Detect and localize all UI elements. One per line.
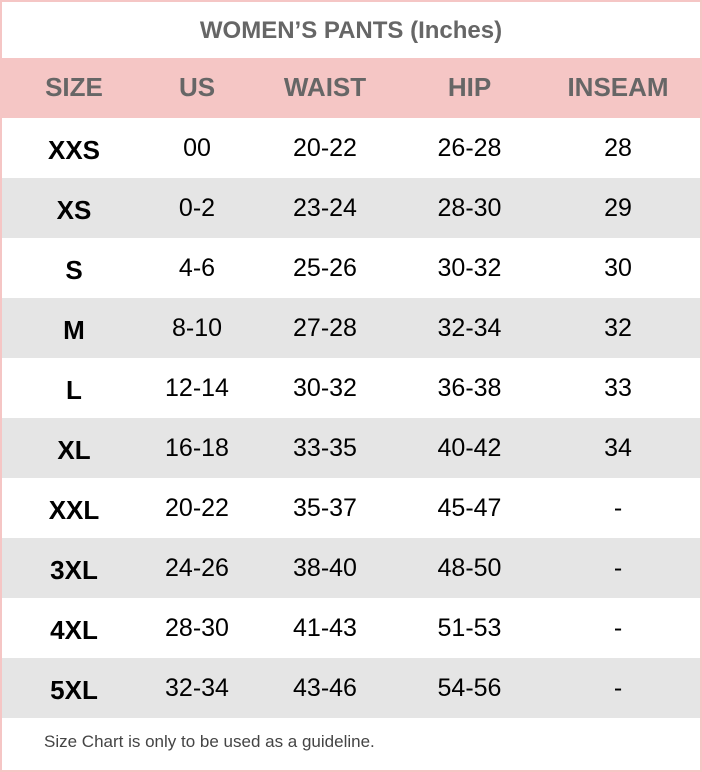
cell-us: 28-30 [165,614,229,642]
header-us: US [178,72,216,102]
cell-waist: 38-40 [293,554,357,582]
cell-us: 8-10 [171,314,223,342]
cell-hip: 32-34 [437,314,502,342]
cell-size: S [65,255,83,285]
header-inseam: INSEAM [567,72,669,102]
cell-inseam: - [613,554,623,582]
cell-inseam: - [613,674,623,702]
cell-size: M [63,315,85,345]
table-row: S 4-6 25-26 30-32 30 [2,238,700,298]
cell-size: XS [56,195,92,225]
cell-inseam: 32 [604,314,632,342]
chart-title: WOMEN’S PANTS (Inches) [199,17,503,44]
cell-waist: 25-26 [293,254,357,282]
cell-hip: 54-56 [437,674,502,702]
cell-waist: 23-24 [293,194,357,222]
table-row: XXL 20-22 35-37 45-47 - [2,478,700,538]
header-row: SIZE US WAIST HIP INSEAM [2,58,700,118]
cell-inseam: - [613,614,623,642]
cell-size: XXS [47,135,101,165]
cell-size: L [66,375,82,405]
header-size: SIZE [45,72,103,102]
table-row: M 8-10 27-28 32-34 32 [2,298,700,358]
cell-inseam: 33 [604,374,632,402]
cell-hip: 30-32 [437,254,502,282]
cell-size: 5XL [50,675,98,705]
table-row: L 12-14 30-32 36-38 33 [2,358,700,418]
cell-size: XXL [48,495,100,525]
table-row: 4XL 28-30 41-43 51-53 - [2,598,700,658]
cell-waist: 43-46 [293,674,357,702]
footer-note: Size Chart is only to be used as a guide… [44,732,375,751]
table-row: XS 0-2 23-24 28-30 29 [2,178,700,238]
cell-us: 0-2 [178,194,216,222]
cell-us: 16-18 [165,434,229,462]
cell-us: 20-22 [165,494,229,522]
cell-inseam: 29 [604,194,632,222]
cell-us: 00 [183,134,211,162]
cell-hip: 45-47 [437,494,502,522]
header-hip: HIP [447,72,492,102]
cell-inseam: 30 [604,254,632,282]
cell-hip: 36-38 [437,374,502,402]
cell-hip: 28-30 [437,194,502,222]
cell-hip: 40-42 [437,434,502,462]
cell-inseam: 34 [604,434,632,462]
cell-hip: 48-50 [437,554,502,582]
header-waist: WAIST [283,72,367,102]
cell-size: 4XL [50,615,98,645]
cell-us: 24-26 [165,554,229,582]
cell-hip: 51-53 [437,614,502,642]
cell-us: 12-14 [165,374,229,402]
table-row: 3XL 24-26 38-40 48-50 - [2,538,700,598]
cell-size: 3XL [50,555,98,585]
cell-hip: 26-28 [437,134,502,162]
cell-waist: 27-28 [293,314,357,342]
cell-inseam: - [613,494,623,522]
table-row: XXS 00 20-22 26-28 28 [2,118,700,178]
cell-waist: 33-35 [293,434,357,462]
table-row: 5XL 32-34 43-46 54-56 - [2,658,700,718]
table-row: XL 16-18 33-35 40-42 34 [2,418,700,478]
cell-waist: 20-22 [293,134,357,162]
cell-waist: 35-37 [293,494,357,522]
cell-us: 32-34 [165,674,229,702]
cell-waist: 30-32 [293,374,357,402]
cell-inseam: 28 [604,134,632,162]
cell-waist: 41-43 [293,614,357,642]
cell-us: 4-6 [178,254,216,282]
cell-size: XL [57,435,91,465]
